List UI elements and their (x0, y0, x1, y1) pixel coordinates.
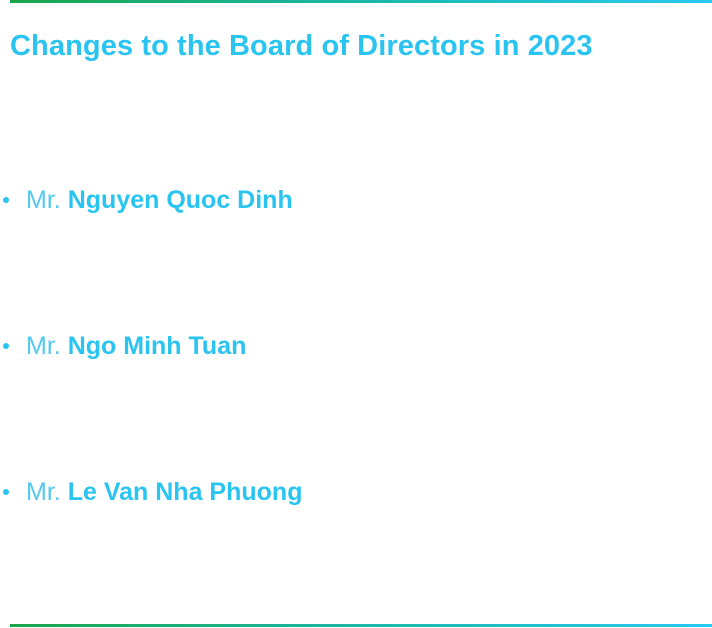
list-item: Mr. Ngo Minh Tuan (0, 330, 246, 362)
list-item: Mr. Nguyen Quoc Dinh (0, 184, 293, 216)
member-name: Le Van Nha Phuong (67, 477, 303, 506)
member-honorific: Mr. (26, 477, 61, 506)
member-honorific: Mr. (26, 185, 61, 214)
page-title: Changes to the Board of Directors in 202… (10, 30, 593, 62)
bullet-icon (3, 197, 9, 203)
member-name: Ngo Minh Tuan (67, 331, 247, 360)
top-divider (10, 0, 712, 3)
bullet-icon (3, 489, 9, 495)
bottom-divider (10, 624, 712, 627)
member-honorific: Mr. (26, 331, 61, 360)
member-name: Nguyen Quoc Dinh (67, 185, 293, 214)
list-item: Mr. Le Van Nha Phuong (0, 476, 302, 508)
bullet-icon (3, 343, 9, 349)
